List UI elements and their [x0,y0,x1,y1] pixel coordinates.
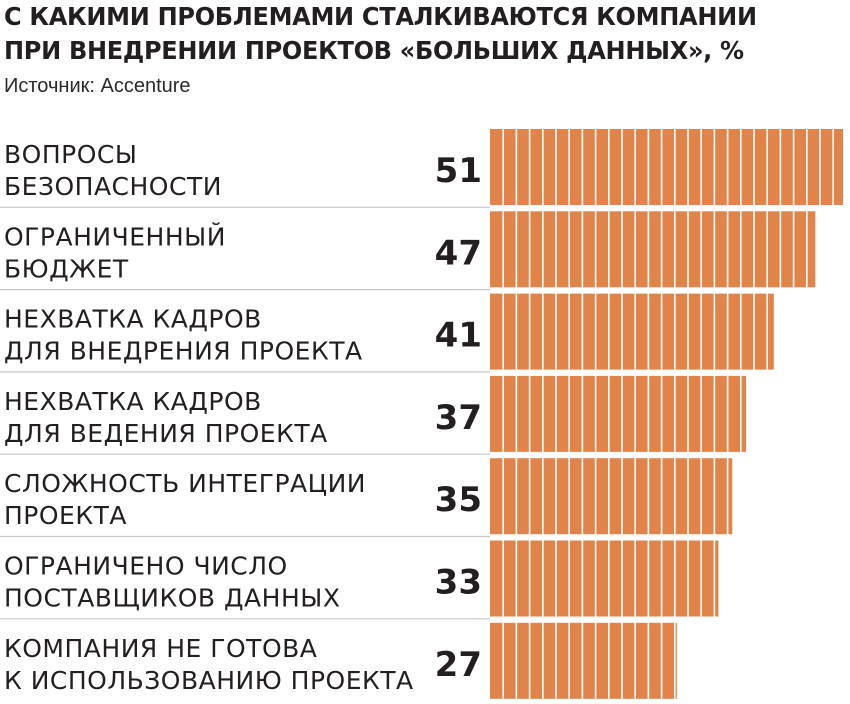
chart-title-line-1: С КАКИМИ ПРОБЛЕМАМИ СТАЛКИВАЮТСЯ КОМПАНИ… [4,2,757,31]
bar [490,375,747,452]
category-label: ОГРАНИЧЕННЫЙ [4,222,226,251]
category-label: ДЛЯ ВНЕДРЕНИЯ ПРОЕКТА [4,337,363,366]
chart-source: Источник: Accenture [4,75,191,97]
data-label: 37 [435,398,482,438]
category-label: ВОПРОСЫ [4,140,137,169]
category-label: НЕХВАТКА КАДРОВ [4,387,262,416]
bar-row: ОГРАНИЧЕННЫЙ БЮДЖЕТ 47 [0,211,816,291]
chart-title: С КАКИМИ ПРОБЛЕМАМИ СТАЛКИВАЮТСЯ КОМПАНИ… [4,0,814,68]
data-label: 51 [435,151,482,191]
bar-row: НЕХВАТКА КАДРОВ ДЛЯ ВНЕДРЕНИЯ ПРОЕКТА 41 [0,293,774,373]
bar [490,458,733,535]
bar [490,293,774,370]
data-label: 41 [435,316,482,356]
data-label: 47 [435,233,482,273]
category-label: ПРОЕКТА [4,501,127,530]
bar-row: КОМПАНИЯ НЕ ГОТОВА К ИСПОЛЬЗОВАНИЮ ПРОЕКТ… [4,622,677,699]
bar-row: ОГРАНИЧЕНО ЧИСЛО ПОСТАВЩИКОВ ДАННЫХ 33 [0,540,719,620]
category-label: ОГРАНИЧЕНО ЧИСЛО [4,552,288,581]
category-label: НЕХВАТКА КАДРОВ [4,305,262,334]
data-label: 33 [435,563,482,603]
category-label: ПОСТАВЩИКОВ ДАННЫХ [4,584,340,613]
bar [490,129,843,205]
category-label: БЕЗОПАСНОСТИ [4,172,222,201]
chart-title-line-2: ПРИ ВНЕДРЕНИИ ПРОЕКТОВ «БОЛЬШИХ ДАННЫХ»,… [4,36,744,65]
category-label: СЛОЖНОСТЬ ИНТЕГРАЦИИ [4,469,366,498]
bar-row: ВОПРОСЫ БЕЗОПАСНОСТИ 51 [0,129,843,208]
bar [490,622,677,699]
category-label: ДЛЯ ВЕДЕНИЯ ПРОЕКТА [4,419,328,448]
category-label: К ИСПОЛЬЗОВАНИЮ ПРОЕКТА [4,666,414,695]
data-label: 35 [435,480,482,520]
bar-row: НЕХВАТКА КАДРОВ ДЛЯ ВЕДЕНИЯ ПРОЕКТА 37 [0,375,747,455]
data-label: 27 [435,645,482,685]
bar [490,211,816,288]
category-label: КОМПАНИЯ НЕ ГОТОВА [4,634,317,663]
bar [490,540,719,617]
bar-row: СЛОЖНОСТЬ ИНТЕГРАЦИИ ПРОЕКТА 35 [0,458,733,538]
category-label: БЮДЖЕТ [4,254,129,283]
